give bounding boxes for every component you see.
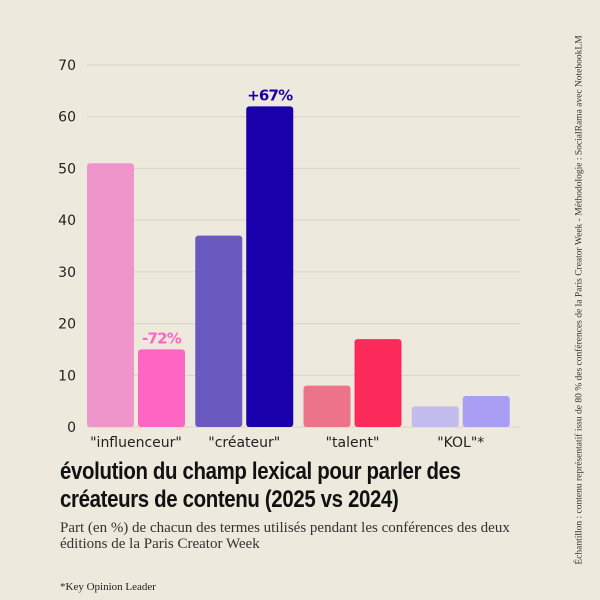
bar-2-1	[354, 339, 402, 427]
y-tick-label: 0	[67, 420, 76, 436]
y-tick-label: 10	[58, 368, 76, 384]
bar-3-1	[462, 395, 510, 427]
data-label: +67%	[247, 86, 293, 104]
y-tick-label: 60	[58, 110, 76, 126]
y-tick-label: 20	[58, 317, 76, 333]
x-tick-label: "créateur"	[208, 435, 280, 451]
y-tick-label: 40	[58, 213, 76, 229]
chart-title: évolution du champ lexical pour parler d…	[60, 458, 461, 513]
chart-subtitle: Part (en %) de chacun des termes utilisé…	[60, 520, 510, 552]
side-note: Échantillon : contenu représentatif issu…	[574, 35, 585, 565]
bar-1-1	[246, 106, 294, 427]
bar-3-0	[411, 406, 459, 427]
data-label: -72%	[142, 329, 182, 347]
x-tick-label: "KOL"*	[437, 435, 484, 451]
footnote: *Key Opinion Leader	[60, 581, 156, 593]
bar-0-1	[138, 349, 185, 427]
bar-chart: 0 10 20 30 40 50 60 70 "influenceur" "créateur" "t…	[58, 58, 520, 451]
caption-block: évolution du champ lexical pour parler d…	[60, 458, 560, 594]
y-tick-label: 30	[58, 265, 76, 281]
x-tick-label: "influenceur"	[90, 435, 182, 451]
x-tick-label: "talent"	[326, 435, 380, 451]
bar-1-0	[195, 235, 243, 427]
y-tick-label: 50	[58, 161, 76, 177]
title-wrapper: évolution du champ lexical pour parler d…	[60, 458, 540, 514]
bar-2-0	[303, 385, 351, 427]
y-tick-label: 70	[58, 58, 76, 74]
bar-0-0	[87, 163, 134, 427]
